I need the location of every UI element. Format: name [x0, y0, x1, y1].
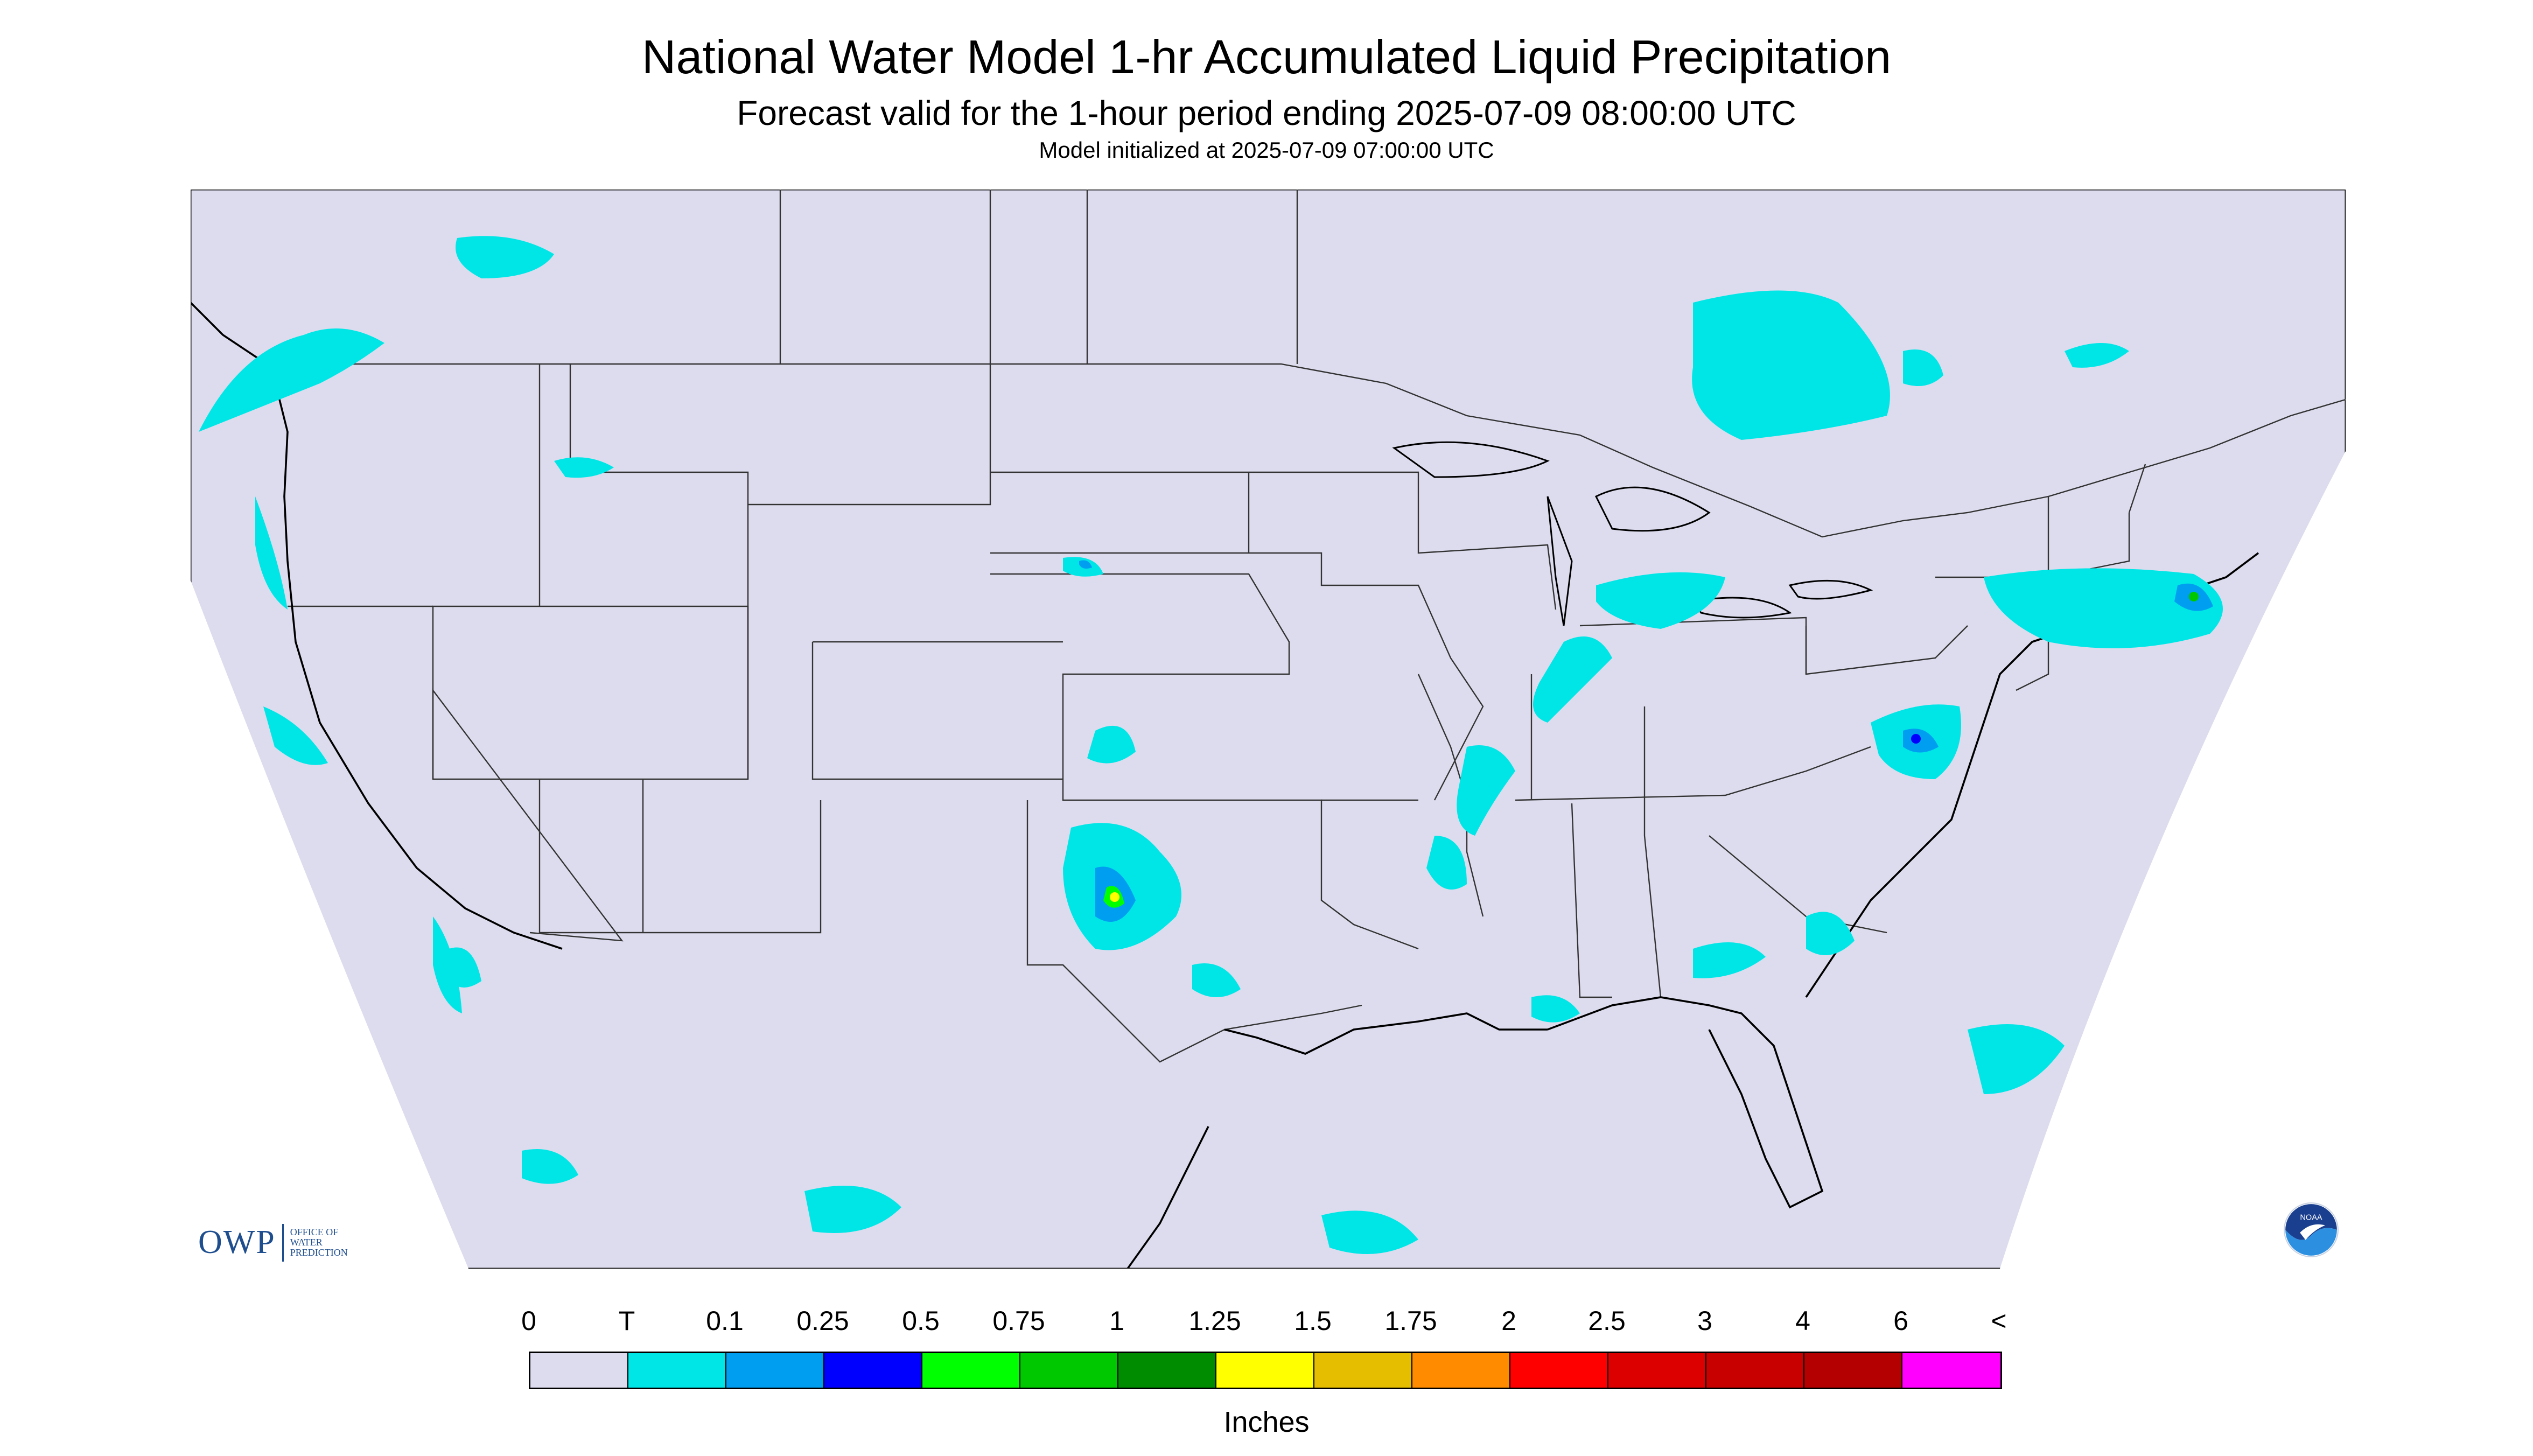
precip-heavier [1079, 560, 2213, 922]
legend-swatch [530, 1353, 628, 1388]
model-init-subtitle: Model initialized at 2025-07-09 07:00:00… [1039, 137, 1494, 163]
legend-swatch [922, 1353, 1020, 1388]
legend-swatch [726, 1353, 824, 1388]
forecast-valid-subtitle: Forecast valid for the 1-hour period end… [737, 94, 1796, 132]
legend-color-bar [529, 1352, 2002, 1389]
precip-nebraska-core [1079, 560, 1092, 569]
precip-michigan [1596, 572, 1725, 629]
precip-gulf-coast [1531, 995, 1580, 1023]
precip-idaho [456, 236, 554, 278]
legend-label: 4 [1795, 1306, 1810, 1336]
precip-ok-max [1110, 892, 1119, 902]
legend-units: Inches [1223, 1406, 1310, 1438]
precip-northeast [1984, 568, 2223, 648]
legend-swatch [824, 1353, 922, 1388]
legend-swatch [1902, 1353, 2000, 1388]
legend-swatch [1706, 1353, 1804, 1388]
owp-logo-subtext: OFFICE OF WATER PREDICTION [290, 1227, 348, 1258]
svg-text:NOAA: NOAA [2300, 1213, 2322, 1222]
precip-kansas [1087, 725, 1136, 764]
great-lakes [1392, 441, 1873, 626]
map-title: National Water Model 1-hr Accumulated Li… [641, 30, 1892, 83]
legend-label: 0.5 [902, 1306, 940, 1336]
legend-swatch [1608, 1353, 1706, 1388]
legend-label: < [1991, 1306, 2007, 1336]
precip-mississippi-south [1426, 836, 1467, 890]
legend-swatch [1118, 1353, 1216, 1388]
legend-label: 0.75 [992, 1306, 1045, 1336]
precip-ontario-east [1903, 349, 1943, 386]
legend-swatch [1412, 1353, 1510, 1388]
noaa-logo: NOAA [2284, 1202, 2339, 1257]
legend-label: 3 [1697, 1306, 1712, 1336]
legend-label: 2.5 [1588, 1306, 1626, 1336]
owp-logo-divider [282, 1223, 284, 1262]
legend-label: 1.75 [1384, 1306, 1437, 1336]
precip-montana [554, 457, 614, 478]
precip-ohio-valley [1533, 636, 1612, 723]
legend-swatch [1020, 1353, 1118, 1388]
precip-md-core [1903, 729, 1939, 753]
political-boundaries [288, 190, 2346, 1063]
precip-mississippi [1457, 745, 1515, 836]
precip-gulf-south [804, 1186, 901, 1233]
precip-pnw-coast [255, 496, 288, 610]
precip-atlantic-se [1968, 1024, 2065, 1094]
precip-mexico [522, 1149, 578, 1184]
precipitation-map [191, 190, 2346, 1269]
legend-labels: 0 T 0.1 0.25 0.5 0.75 1 1.25 1.5 1.75 2 … [0, 1305, 2533, 1338]
precip-nw-coast-south [263, 706, 328, 765]
precip-trace [199, 236, 2223, 1254]
legend-swatch [628, 1353, 726, 1388]
precip-ne-heavy [2189, 592, 2199, 601]
precip-pnw [199, 328, 384, 432]
owp-logo-text: OWP [198, 1224, 276, 1261]
outside-domain-left [191, 580, 468, 1269]
legend-label: 0 [521, 1306, 536, 1336]
legend-label: 1.25 [1188, 1306, 1241, 1336]
legend-label: 0.1 [706, 1306, 744, 1336]
precip-ne-canada [2065, 343, 2129, 368]
legend-label: 1.5 [1294, 1306, 1332, 1336]
legend-swatch [1804, 1353, 1902, 1388]
precip-texas-central [1192, 963, 1241, 997]
precip-atlantic [1806, 912, 1855, 955]
precip-gulf-east [1321, 1210, 1418, 1254]
outside-domain-right [2000, 451, 2346, 1269]
legend-swatch [1314, 1353, 1412, 1388]
legend-label: T [618, 1306, 635, 1336]
legend-swatch [1510, 1353, 1608, 1388]
legend-label: 2 [1501, 1306, 1516, 1336]
legend-label: 6 [1893, 1306, 1908, 1336]
precip-quebec [1692, 290, 1890, 440]
legend-swatch [1216, 1353, 1314, 1388]
legend-label: 0.25 [796, 1306, 849, 1336]
precip-md-heavy [1911, 734, 1921, 744]
map-domain-background [191, 190, 2346, 1269]
precip-georgia [1693, 942, 1766, 978]
precip-southwest [446, 947, 481, 988]
legend-label: 1 [1109, 1306, 1124, 1336]
owp-logo: OWP OFFICE OF WATER PREDICTION [198, 1223, 348, 1262]
